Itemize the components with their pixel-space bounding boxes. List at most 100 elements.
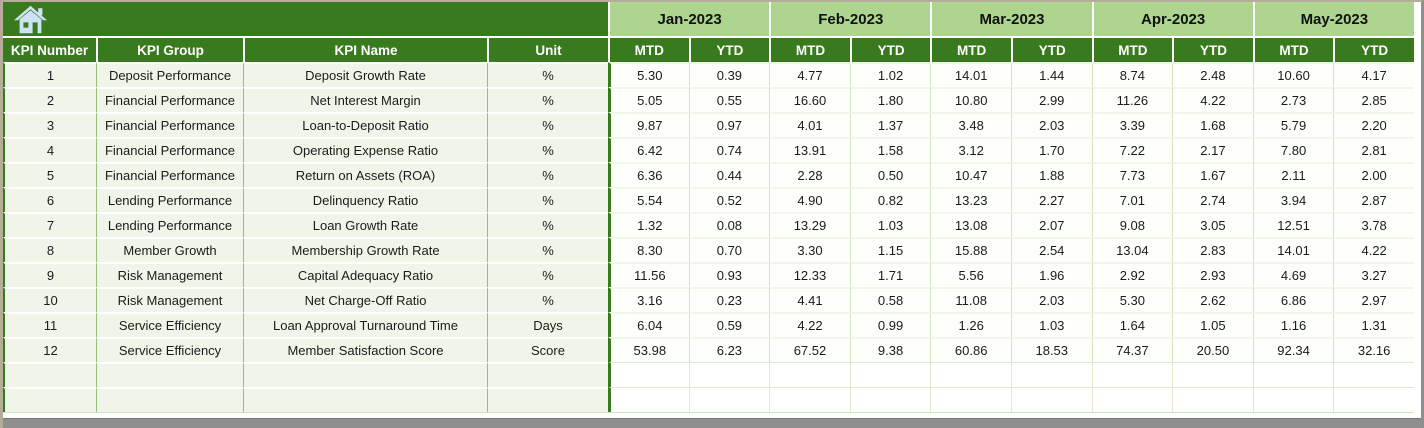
- kpi-group-cell[interactable]: Deposit Performance: [96, 62, 243, 87]
- empty-value-cell[interactable]: [608, 387, 689, 412]
- value-cell[interactable]: 1.02: [849, 62, 931, 87]
- empty-kpi-name-cell[interactable]: [243, 362, 487, 387]
- value-cell[interactable]: 3.78: [1333, 212, 1414, 237]
- kpi-number-cell[interactable]: 5: [3, 162, 96, 187]
- empty-value-cell[interactable]: [1172, 362, 1253, 387]
- value-cell[interactable]: 13.04: [1091, 237, 1173, 262]
- kpi-number-cell[interactable]: 3: [3, 112, 96, 137]
- value-cell[interactable]: 1.32: [608, 212, 689, 237]
- value-cell[interactable]: 0.44: [688, 162, 770, 187]
- value-cell[interactable]: 6.04: [608, 312, 689, 337]
- value-cell[interactable]: 4.22: [1172, 87, 1253, 112]
- unit-cell[interactable]: %: [487, 262, 608, 287]
- kpi-name-cell[interactable]: Net Interest Margin: [243, 87, 487, 112]
- value-cell[interactable]: 0.50: [849, 162, 931, 187]
- value-cell[interactable]: 3.39: [1091, 112, 1173, 137]
- kpi-name-cell[interactable]: Operating Expense Ratio: [243, 137, 487, 162]
- value-cell[interactable]: 4.01: [769, 112, 850, 137]
- value-cell[interactable]: 7.73: [1091, 162, 1173, 187]
- period-header-apr-2023-ytd[interactable]: YTD: [1172, 38, 1253, 62]
- value-cell[interactable]: 2.87: [1333, 187, 1414, 212]
- value-cell[interactable]: 3.05: [1172, 212, 1253, 237]
- value-cell[interactable]: 2.07: [1010, 212, 1092, 237]
- value-cell[interactable]: 3.27: [1333, 262, 1414, 287]
- value-cell[interactable]: 1.05: [1172, 312, 1253, 337]
- month-header-jan-2023[interactable]: Jan-2023: [608, 2, 770, 38]
- value-cell[interactable]: 4.22: [769, 312, 850, 337]
- unit-cell[interactable]: %: [487, 287, 608, 312]
- value-cell[interactable]: 1.80: [849, 87, 931, 112]
- value-cell[interactable]: 5.56: [930, 262, 1011, 287]
- kpi-group-cell[interactable]: Service Efficiency: [96, 337, 243, 362]
- unit-cell[interactable]: Score: [487, 337, 608, 362]
- value-cell[interactable]: 1.64: [1091, 312, 1173, 337]
- value-cell[interactable]: 2.17: [1172, 137, 1253, 162]
- kpi-name-cell[interactable]: Loan Approval Turnaround Time: [243, 312, 487, 337]
- value-cell[interactable]: 13.08: [930, 212, 1011, 237]
- kpi-name-cell[interactable]: Capital Adequacy Ratio: [243, 262, 487, 287]
- unit-cell[interactable]: Days: [487, 312, 608, 337]
- value-cell[interactable]: 92.34: [1252, 337, 1334, 362]
- empty-kpi-name-cell[interactable]: [243, 387, 487, 412]
- period-header-jan-2023-mtd[interactable]: MTD: [608, 38, 689, 62]
- value-cell[interactable]: 67.52: [769, 337, 850, 362]
- kpi-number-cell[interactable]: 1: [3, 62, 96, 87]
- value-cell[interactable]: 2.74: [1172, 187, 1253, 212]
- value-cell[interactable]: 2.83: [1172, 237, 1253, 262]
- kpi-name-cell[interactable]: Deposit Growth Rate: [243, 62, 487, 87]
- month-header-mar-2023[interactable]: Mar-2023: [930, 2, 1092, 38]
- col-header-kpi-group[interactable]: KPI Group: [96, 38, 243, 62]
- unit-cell[interactable]: %: [487, 112, 608, 137]
- empty-value-cell[interactable]: [608, 362, 689, 387]
- value-cell[interactable]: 2.03: [1010, 287, 1092, 312]
- empty-value-cell[interactable]: [688, 387, 770, 412]
- empty-value-cell[interactable]: [1010, 387, 1092, 412]
- value-cell[interactable]: 6.23: [688, 337, 770, 362]
- period-header-jan-2023-ytd[interactable]: YTD: [688, 38, 770, 62]
- empty-value-cell[interactable]: [930, 362, 1011, 387]
- kpi-number-cell[interactable]: 6: [3, 187, 96, 212]
- value-cell[interactable]: 0.97: [688, 112, 770, 137]
- empty-value-cell[interactable]: [930, 387, 1011, 412]
- empty-value-cell[interactable]: [1091, 362, 1173, 387]
- kpi-name-cell[interactable]: Loan-to-Deposit Ratio: [243, 112, 487, 137]
- period-header-feb-2023-ytd[interactable]: YTD: [849, 38, 931, 62]
- value-cell[interactable]: 10.80: [930, 87, 1011, 112]
- value-cell[interactable]: 0.59: [688, 312, 770, 337]
- value-cell[interactable]: 10.60: [1252, 62, 1334, 87]
- kpi-name-cell[interactable]: Net Charge-Off Ratio: [243, 287, 487, 312]
- empty-kpi-group-cell[interactable]: [96, 387, 243, 412]
- period-header-feb-2023-mtd[interactable]: MTD: [769, 38, 850, 62]
- kpi-group-cell[interactable]: Financial Performance: [96, 137, 243, 162]
- empty-kpi-group-cell[interactable]: [96, 362, 243, 387]
- value-cell[interactable]: 3.12: [930, 137, 1011, 162]
- unit-cell[interactable]: %: [487, 87, 608, 112]
- value-cell[interactable]: 0.55: [688, 87, 770, 112]
- value-cell[interactable]: 6.36: [608, 162, 689, 187]
- value-cell[interactable]: 2.85: [1333, 87, 1414, 112]
- kpi-group-cell[interactable]: Lending Performance: [96, 187, 243, 212]
- empty-unit-cell[interactable]: [487, 362, 608, 387]
- kpi-number-cell[interactable]: 10: [3, 287, 96, 312]
- value-cell[interactable]: 4.69: [1252, 262, 1334, 287]
- value-cell[interactable]: 2.11: [1252, 162, 1334, 187]
- unit-cell[interactable]: %: [487, 62, 608, 87]
- kpi-number-cell[interactable]: 11: [3, 312, 96, 337]
- value-cell[interactable]: 0.74: [688, 137, 770, 162]
- value-cell[interactable]: 2.81: [1333, 137, 1414, 162]
- value-cell[interactable]: 9.08: [1091, 212, 1173, 237]
- value-cell[interactable]: 4.17: [1333, 62, 1414, 87]
- value-cell[interactable]: 0.70: [688, 237, 770, 262]
- value-cell[interactable]: 2.28: [769, 162, 850, 187]
- kpi-group-cell[interactable]: Service Efficiency: [96, 312, 243, 337]
- empty-value-cell[interactable]: [769, 387, 850, 412]
- value-cell[interactable]: 53.98: [608, 337, 689, 362]
- period-header-mar-2023-ytd[interactable]: YTD: [1010, 38, 1092, 62]
- value-cell[interactable]: 6.42: [608, 137, 689, 162]
- value-cell[interactable]: 1.16: [1252, 312, 1334, 337]
- value-cell[interactable]: 1.15: [849, 237, 931, 262]
- unit-cell[interactable]: %: [487, 237, 608, 262]
- value-cell[interactable]: 1.44: [1010, 62, 1092, 87]
- value-cell[interactable]: 2.62: [1172, 287, 1253, 312]
- value-cell[interactable]: 1.37: [849, 112, 931, 137]
